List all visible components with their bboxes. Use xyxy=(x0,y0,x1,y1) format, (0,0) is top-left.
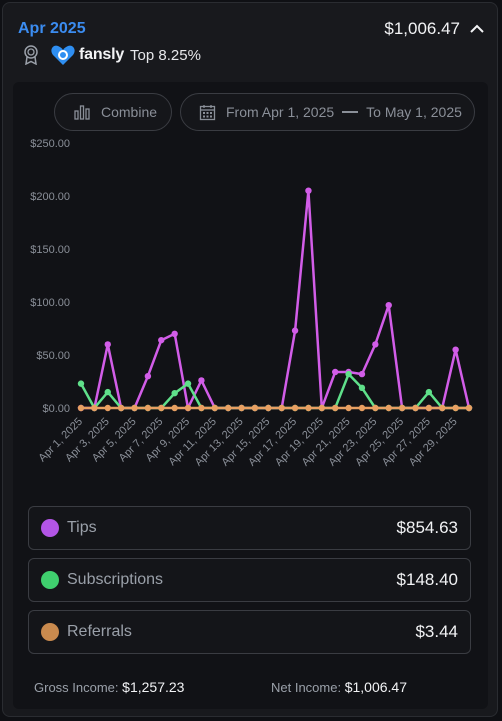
y-tick-label: $250.00 xyxy=(30,138,70,150)
data-point-tips xyxy=(158,336,165,344)
legend-row-referrals[interactable]: Referrals $3.44 xyxy=(28,610,471,654)
data-point-referrals xyxy=(238,404,245,412)
data-point-referrals xyxy=(211,404,218,412)
y-tick-label: $200.00 xyxy=(30,191,70,203)
rank-label: Top 8.25% xyxy=(130,46,201,64)
data-point-tips xyxy=(358,370,366,378)
data-point-referrals xyxy=(332,404,339,412)
data-point-tips xyxy=(332,368,339,376)
data-point-tips xyxy=(291,327,299,334)
data-point-referrals xyxy=(398,404,406,412)
fansly-heart-logo xyxy=(51,45,75,65)
data-point-subscriptions xyxy=(184,380,192,387)
data-point-referrals xyxy=(144,404,152,412)
data-point-referrals xyxy=(117,404,125,412)
legend-label: Tips xyxy=(67,519,97,536)
legend-value: $854.63 xyxy=(396,518,458,537)
data-point-subscriptions xyxy=(77,380,85,387)
data-point-referrals xyxy=(372,404,379,412)
data-point-tips xyxy=(372,341,379,348)
data-point-subscriptions xyxy=(358,384,366,392)
net-income-value: $1,006.47 xyxy=(344,679,408,695)
data-point-referrals xyxy=(251,404,259,412)
data-point-referrals xyxy=(265,404,272,412)
rank-row: fansly Top 8.25% xyxy=(22,44,201,66)
combine-button[interactable]: Combine xyxy=(54,93,172,131)
data-point-subscriptions xyxy=(345,370,352,378)
data-point-referrals xyxy=(358,404,366,412)
range-dash xyxy=(342,111,359,113)
gross-income-value: $1,257.23 xyxy=(122,679,185,695)
award-ribbon-icon xyxy=(24,45,38,65)
data-point-tips xyxy=(144,373,152,380)
data-point-referrals xyxy=(452,404,459,412)
data-point-referrals xyxy=(412,404,419,412)
chart-panel xyxy=(13,82,488,709)
data-point-tips xyxy=(104,341,111,348)
brand-name: fansly xyxy=(79,46,125,63)
data-point-referrals xyxy=(318,404,326,412)
month-total: $1,006.47 xyxy=(384,19,460,38)
data-point-referrals xyxy=(224,404,232,412)
bar-chart-icon xyxy=(74,105,90,120)
data-point-referrals xyxy=(158,404,165,412)
gross-income-label: Gross Income: xyxy=(34,680,119,695)
data-point-subscriptions xyxy=(104,388,111,396)
data-point-referrals xyxy=(131,404,138,412)
date-range-picker[interactable]: From Apr 1, 2025 To May 1, 2025 xyxy=(180,93,475,131)
data-point-subscriptions xyxy=(425,388,433,396)
chevron-up-icon[interactable] xyxy=(468,20,486,38)
data-point-tips xyxy=(171,330,178,337)
series-line-subscriptions xyxy=(79,372,469,410)
data-point-referrals xyxy=(104,404,111,412)
data-point-tips xyxy=(452,346,459,353)
y-tick-label: $100.00 xyxy=(30,297,70,309)
net-income-label: Net Income: xyxy=(271,680,342,695)
gross-income: Gross Income: $1,257.23 xyxy=(34,679,184,695)
data-point-tips xyxy=(385,301,392,309)
data-point-referrals xyxy=(439,404,446,412)
y-tick-label: $50.00 xyxy=(36,350,70,362)
data-point-tips xyxy=(305,187,312,194)
month-title: Apr 2025 xyxy=(18,20,86,37)
range-from: From Apr 1, 2025 xyxy=(226,104,335,120)
y-tick-label: $150.00 xyxy=(30,244,70,256)
legend-value: $3.44 xyxy=(415,622,458,641)
data-point-referrals xyxy=(198,404,205,412)
data-point-referrals xyxy=(345,404,352,412)
data-point-referrals xyxy=(278,404,285,412)
legend-row-tips[interactable]: Tips $854.63 xyxy=(28,506,471,550)
series-line-tips xyxy=(81,189,471,410)
data-point-referrals xyxy=(184,404,192,412)
data-point-referrals xyxy=(425,404,433,412)
tips-dot-icon xyxy=(41,519,59,537)
data-point-referrals xyxy=(385,404,392,412)
calendar-icon xyxy=(199,104,216,120)
y-tick-label: $0.00 xyxy=(42,403,70,415)
earnings-line-chart: $0.00$50.00$100.00$150.00$200.00$250.00A… xyxy=(30,138,473,469)
net-income: Net Income: $1,006.47 xyxy=(271,679,407,695)
data-point-subscriptions xyxy=(171,389,178,397)
legend-label: Referrals xyxy=(67,623,132,640)
data-point-referrals xyxy=(305,404,312,412)
data-point-referrals xyxy=(465,404,473,412)
subscriptions-dot-icon xyxy=(41,571,59,589)
data-point-referrals xyxy=(171,404,178,412)
combine-label: Combine xyxy=(101,104,158,120)
data-point-referrals xyxy=(77,404,85,412)
data-point-referrals xyxy=(91,404,98,412)
legend-label: Subscriptions xyxy=(67,571,164,588)
legend-value: $148.40 xyxy=(396,570,458,589)
data-point-referrals xyxy=(291,404,299,412)
range-to: To May 1, 2025 xyxy=(366,104,462,120)
data-point-tips xyxy=(198,377,205,384)
referrals-dot-icon xyxy=(41,623,59,641)
legend-row-subscriptions[interactable]: Subscriptions $148.40 xyxy=(28,558,471,602)
